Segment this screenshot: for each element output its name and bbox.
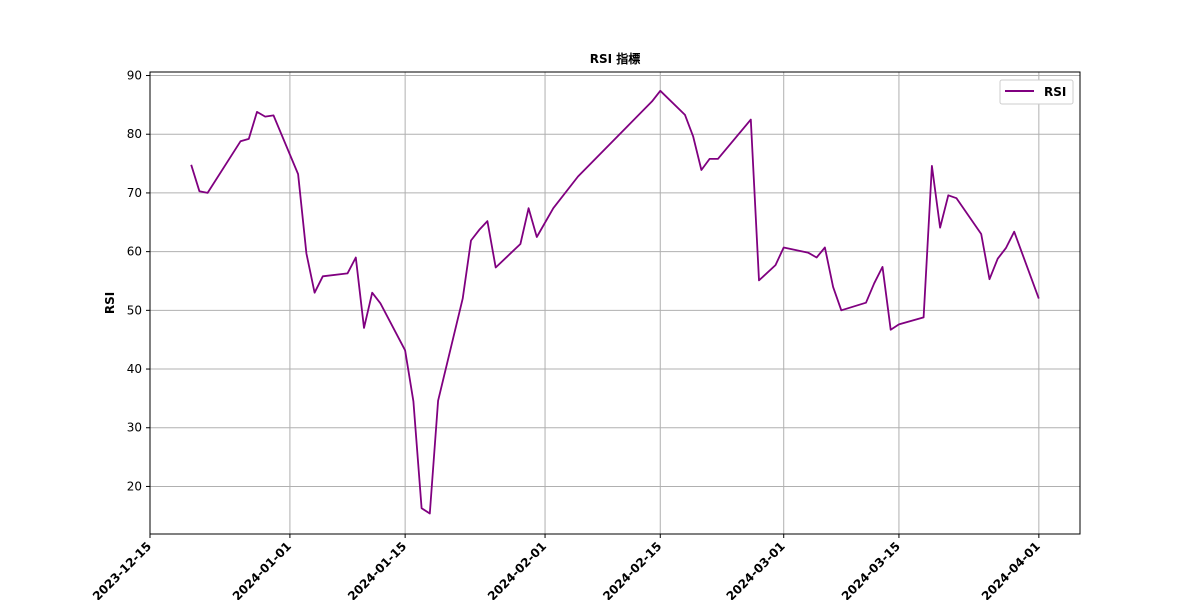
legend-label: RSI xyxy=(1044,85,1066,99)
x-tick-label: 2024-01-01 xyxy=(230,539,294,600)
plot-frame xyxy=(149,71,1081,535)
y-axis-label: RSI xyxy=(103,292,117,314)
y-tick-label: 80 xyxy=(127,127,142,141)
x-tick-label: 2023-12-15 xyxy=(90,539,154,600)
x-ticks: 2023-12-15 2024-01-01 2024-01-15 2024-02-01… xyxy=(90,534,1043,603)
rsi-series-line xyxy=(190,89,1040,515)
x-tick-label: 2024-03-01 xyxy=(724,539,788,600)
y-tick-label: 70 xyxy=(127,186,142,200)
y-ticks: 20 30 40 50 60 70 80 90 xyxy=(127,69,150,493)
y-tick-label: 60 xyxy=(127,245,142,259)
grid-layer xyxy=(149,72,1080,534)
x-tick-label: 2024-03-15 xyxy=(839,539,903,600)
x-tick-label: 2024-04-01 xyxy=(979,539,1043,600)
x-tick-label: 2024-02-01 xyxy=(485,539,549,600)
y-tick-label: 50 xyxy=(127,303,142,317)
y-tick-label: 90 xyxy=(127,69,142,83)
x-tick-label: 2024-02-15 xyxy=(600,539,664,600)
chart-title: RSI 指標 xyxy=(590,51,641,66)
legend-box xyxy=(999,79,1074,105)
x-tick-label: 2024-01-15 xyxy=(345,539,409,600)
y-tick-label: 30 xyxy=(127,421,142,435)
y-tick-label: 40 xyxy=(127,362,142,376)
legend: RSI xyxy=(999,79,1074,105)
y-tick-label: 20 xyxy=(127,479,142,493)
series-layer xyxy=(190,89,1040,515)
